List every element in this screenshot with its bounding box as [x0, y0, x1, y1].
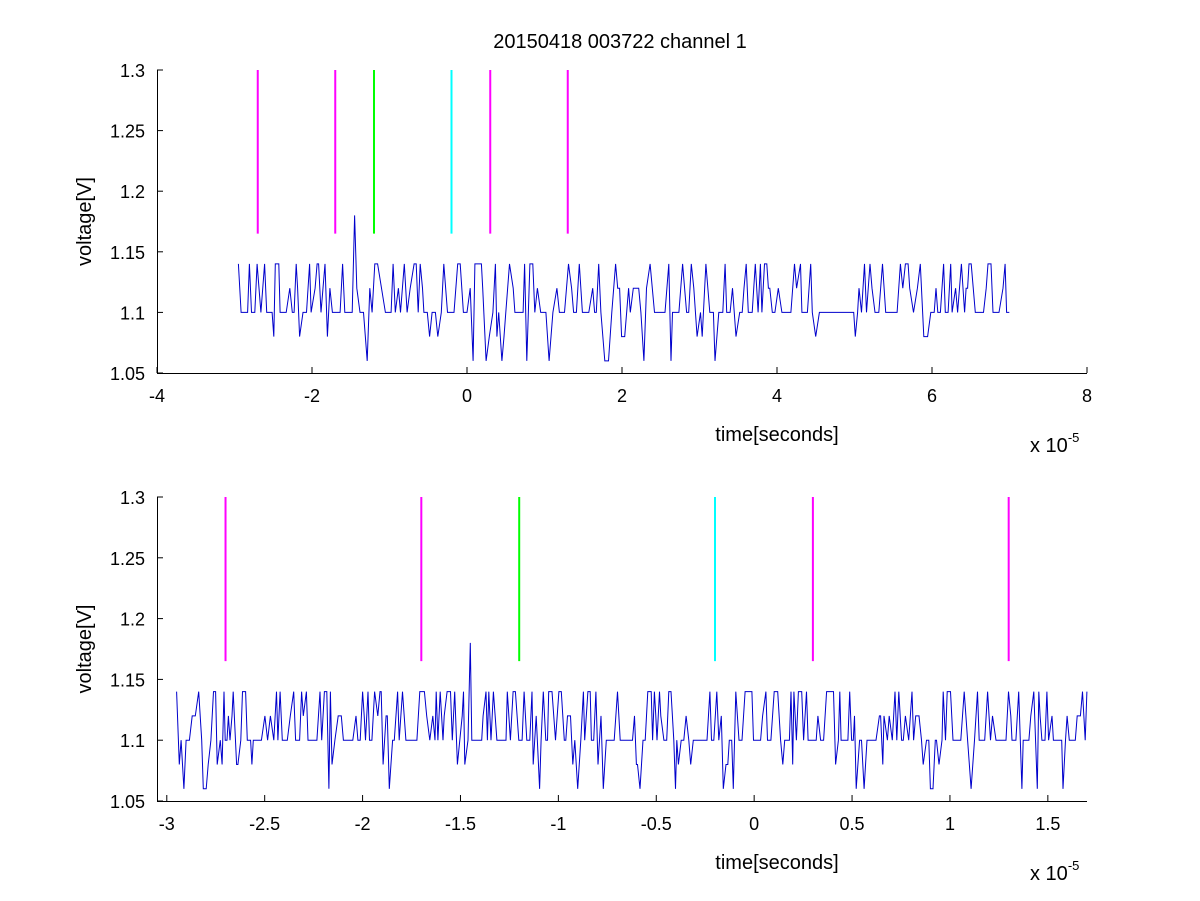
x-tick-label: 1 — [945, 814, 955, 834]
top-plot-x-multiplier: x 10-5 — [1030, 430, 1079, 457]
y-tick-label: 1.3 — [120, 61, 145, 81]
bottom-plot-x-multiplier-exponent: -5 — [1068, 858, 1080, 873]
top-plot-x-ticks: -4 -2 0 2 4 6 8 — [149, 367, 1092, 406]
x-tick-label: -4 — [149, 386, 165, 406]
bottom-plot-y-ticks: 1.05 1.1 1.15 1.2 1.25 1.3 — [110, 488, 163, 812]
y-tick-label: 1.05 — [110, 364, 145, 384]
chart-title: 20150418 003722 channel 1 — [493, 31, 747, 53]
bottom-plot-y-label: voltage[V] — [74, 605, 96, 694]
y-tick-label: 1.2 — [120, 610, 145, 630]
top-plot-y-label: voltage[V] — [74, 177, 96, 266]
x-tick-label: 0 — [462, 386, 472, 406]
top-plot: -4 -2 0 2 4 6 8 1.05 1.1 1.15 1.2 1.25 1.3 time[sec… — [74, 61, 1092, 457]
x-tick-label: 6 — [927, 386, 937, 406]
x-tick-label: 0 — [749, 814, 759, 834]
y-tick-label: 1.3 — [120, 488, 145, 508]
bottom-plot-x-ticks: -3 -2.5 -2 -1.5 -1 -0.5 0 0.5 1 1.5 — [159, 795, 1060, 834]
x-tick-label: 8 — [1082, 386, 1092, 406]
x-tick-label: 4 — [772, 386, 782, 406]
x-tick-label: -0.5 — [641, 814, 672, 834]
y-tick-label: 1.1 — [120, 731, 145, 751]
top-plot-markers — [256, 70, 569, 234]
x-tick-label: 0.5 — [840, 814, 865, 834]
y-tick-label: 1.2 — [120, 182, 145, 202]
top-plot-x-multiplier-exponent: -5 — [1068, 430, 1080, 445]
bottom-plot-x-multiplier: x 10-5 — [1030, 858, 1079, 885]
x-tick-label: 1.5 — [1035, 814, 1060, 834]
bottom-plot-markers — [224, 497, 1010, 662]
y-tick-label: 1.1 — [120, 303, 145, 323]
y-tick-label: 1.15 — [110, 243, 145, 263]
top-plot-y-ticks: 1.05 1.1 1.15 1.2 1.25 1.3 — [110, 61, 163, 384]
x-tick-label: -3 — [159, 814, 175, 834]
bottom-plot-x-multiplier-base: x 10 — [1030, 863, 1068, 885]
bottom-plot-signal-line — [176, 642, 1088, 790]
y-tick-label: 1.25 — [110, 122, 145, 142]
x-tick-label: -2.5 — [249, 814, 280, 834]
x-tick-label: 2 — [617, 386, 627, 406]
top-plot-x-multiplier-base: x 10 — [1030, 435, 1068, 457]
x-tick-label: -1 — [550, 814, 566, 834]
x-tick-label: -2 — [355, 814, 371, 834]
y-tick-label: 1.15 — [110, 670, 145, 690]
top-plot-signal-line — [237, 215, 1010, 362]
x-tick-label: -2 — [304, 386, 320, 406]
top-plot-x-label: time[seconds] — [715, 424, 838, 446]
bottom-plot: -3 -2.5 -2 -1.5 -1 -0.5 0 0.5 1 1.5 1.051.11.151.… — [74, 488, 1088, 885]
y-tick-label: 1.25 — [110, 549, 145, 569]
bottom-plot-x-label: time[seconds] — [715, 852, 838, 874]
x-tick-label: -1.5 — [445, 814, 476, 834]
y-tick-label: 1.05 — [110, 792, 145, 812]
